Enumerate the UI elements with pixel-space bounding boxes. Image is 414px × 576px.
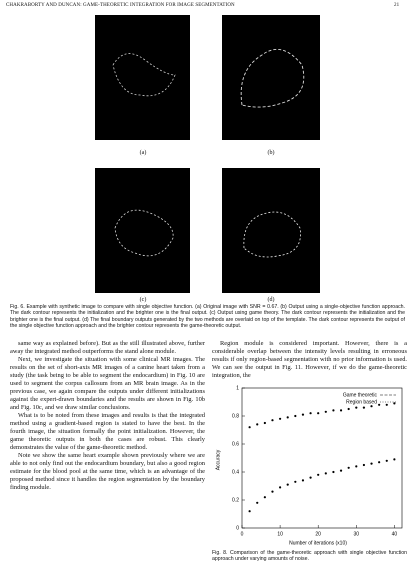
paragraph: What is to be noted from these images an… — [10, 412, 205, 452]
data-point — [355, 407, 357, 409]
paragraph: Note we show the same heart example show… — [10, 452, 205, 492]
x-tick-label: 40 — [392, 531, 398, 537]
data-point — [271, 491, 273, 493]
x-axis-label: Number of iterations (x10) — [289, 540, 347, 546]
data-point — [325, 411, 327, 413]
data-point — [348, 467, 350, 469]
text-column: same way as explained before). But as th… — [10, 340, 205, 574]
legend-label: Game theoretic — [343, 392, 378, 398]
contour — [222, 15, 320, 140]
data-point — [279, 418, 281, 420]
data-point — [363, 407, 365, 409]
data-point — [249, 426, 251, 428]
data-point — [256, 423, 258, 425]
running-title: CHAKRABORTY AND DUNCAN: GAME-THEORETIC I… — [6, 3, 366, 8]
y-tick-label: 0.8 — [232, 413, 239, 419]
data-point — [287, 416, 289, 418]
panel-label: (b) — [256, 150, 286, 156]
y-tick-label: 0 — [236, 525, 239, 531]
data-point — [294, 415, 296, 417]
data-point — [309, 477, 311, 479]
page: CHAKRABORTY AND DUNCAN: GAME-THEORETIC I… — [0, 0, 414, 576]
data-point — [271, 419, 273, 421]
data-point — [294, 481, 296, 483]
x-tick-label: 30 — [354, 531, 360, 537]
data-point — [325, 472, 327, 474]
data-point — [378, 461, 380, 463]
data-point — [332, 409, 334, 411]
x-tick-label: 0 — [241, 531, 244, 537]
page-number: 21 — [394, 3, 399, 8]
data-point — [386, 404, 388, 406]
image-panel — [95, 168, 190, 293]
data-point — [264, 496, 266, 498]
paragraph: Region module is considered important. H… — [212, 340, 407, 380]
plot-frame — [242, 388, 402, 528]
data-point — [249, 510, 251, 512]
image-panel — [222, 15, 320, 140]
data-point — [264, 422, 266, 424]
data-point — [355, 465, 357, 467]
chart: Accuracy Number of iterations (x10) 0 0.2… — [212, 380, 408, 548]
figure-caption: Fig. 8. Comparison of the game-theoretic… — [212, 550, 407, 563]
data-point — [340, 409, 342, 411]
y-tick-label: 0.4 — [232, 469, 239, 475]
data-point — [332, 471, 334, 473]
y-tick-label: 1 — [236, 385, 239, 391]
data-point — [309, 412, 311, 414]
x-tick-label: 20 — [315, 531, 321, 537]
data-point — [386, 460, 388, 462]
figure-caption: Fig. 6. Example with synthetic image to … — [10, 304, 405, 330]
data-point — [317, 412, 319, 414]
data-point — [279, 486, 281, 488]
data-point — [363, 464, 365, 466]
data-point — [370, 463, 372, 465]
contour — [95, 168, 190, 293]
data-point — [348, 408, 350, 410]
data-point — [256, 502, 258, 504]
data-point — [317, 474, 319, 476]
data-point — [378, 404, 380, 406]
panel-label: (a) — [128, 150, 158, 156]
data-point — [393, 458, 395, 460]
y-tick-label: 0.6 — [232, 441, 239, 447]
panel-label: (d) — [256, 297, 286, 303]
y-tick-label: 0.2 — [232, 497, 239, 503]
data-point — [302, 479, 304, 481]
x-tick-label: 10 — [277, 531, 283, 537]
y-axis-label: Accuracy — [215, 449, 221, 470]
legend-label: Region based — [346, 399, 377, 405]
text-column: Region module is considered important. H… — [212, 340, 407, 380]
data-point — [370, 405, 372, 407]
paragraph: Next, we investigate the situation with … — [10, 356, 205, 412]
image-panel — [222, 168, 320, 293]
data-point — [340, 470, 342, 472]
image-panel — [95, 15, 190, 140]
contour — [222, 168, 320, 293]
data-point — [393, 402, 395, 404]
contour — [95, 15, 190, 140]
data-point — [302, 414, 304, 416]
paragraph: same way as explained before). But as th… — [10, 340, 205, 356]
data-point — [287, 484, 289, 486]
panel-label: (c) — [128, 297, 158, 303]
